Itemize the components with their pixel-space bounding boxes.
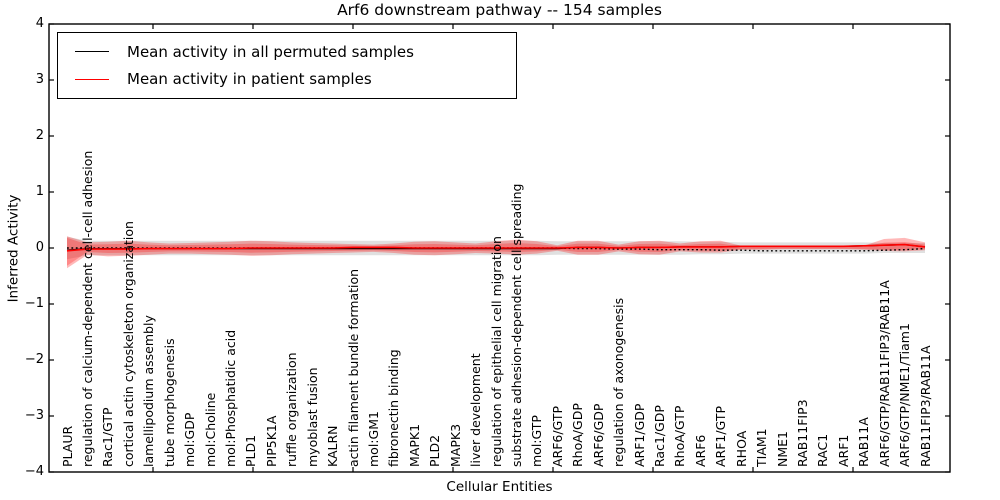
x-tick-label: regulation of axonogenesis <box>611 297 627 467</box>
x-tick-label: liver development <box>468 353 484 467</box>
x-tick-label: ARF1/GTP <box>713 405 729 467</box>
x-tick-label: PLAUR <box>59 425 75 467</box>
y-tick-label: −2 <box>24 352 44 367</box>
legend-item-patient: Mean activity in patient samples <box>75 70 516 88</box>
x-tick-label: ARF1 <box>835 434 851 467</box>
chart-title: Arf6 downstream pathway -- 154 samples <box>337 1 662 19</box>
x-tick-label: mol:GDP <box>182 412 198 467</box>
x-tick-label: KALRN <box>325 425 341 467</box>
x-tick-label: myoblast fusion <box>304 367 320 467</box>
x-tick-label: RHOA <box>733 430 749 467</box>
x-tick-label: ARF6/GTP <box>549 405 565 467</box>
x-tick-label: ARF6 <box>692 434 708 467</box>
x-tick-label: RAC1 <box>815 433 831 467</box>
x-tick-label: ARF6/GTP/RAB11FIP3/RAB11A <box>876 280 892 467</box>
x-tick-label: ARF6/GDP <box>590 403 606 467</box>
x-tick-label: mol:GTP <box>529 415 545 467</box>
x-tick-label: ARF6/GTP/NME1/Tiam1 <box>897 323 913 467</box>
x-tick-label: PLD2 <box>427 434 443 467</box>
x-tick-label: actin filament bundle formation <box>345 268 361 467</box>
x-tick-label: mol:GM1 <box>365 411 381 467</box>
y-tick-label: 1 <box>35 184 44 199</box>
x-tick-label: tube morphogenesis <box>161 338 177 467</box>
x-tick-label: RhoA/GTP <box>672 405 688 467</box>
axes-frame <box>48 23 951 473</box>
y-tick-label: −1 <box>24 296 44 311</box>
x-tick-label: cortical actin cytoskeleton organization <box>120 221 136 467</box>
y-tick-label: −4 <box>24 464 44 479</box>
legend: Mean activity in all permuted samples Me… <box>57 32 517 99</box>
y-tick-label: 4 <box>35 16 44 31</box>
x-tick-label: lamellipodium assembly <box>141 315 157 467</box>
y-tick-label: −3 <box>24 408 44 423</box>
x-tick-label: mol:Choline <box>202 392 218 467</box>
patient-band-outer <box>67 236 925 269</box>
x-tick-label: fibronectin binding <box>386 349 402 467</box>
permuted-line-swatch-icon <box>75 51 109 53</box>
x-tick-label: regulation of epithelial cell migration <box>488 236 504 467</box>
x-tick-label: RAB11FIP3 <box>794 399 810 467</box>
patient-line-swatch-icon <box>75 78 109 80</box>
x-tick-label: TIAM1 <box>754 428 770 467</box>
legend-item-permuted: Mean activity in all permuted samples <box>75 43 516 61</box>
patient-band-inner <box>67 237 925 266</box>
x-tick-label: mol:Phosphatidic acid <box>222 329 238 467</box>
x-tick-label: RAB11A <box>856 417 872 467</box>
x-tick-label: Rac1/GDP <box>651 405 667 467</box>
x-tick-label: ARF1/GDP <box>631 403 647 467</box>
x-tick-label: substrate adhesion-dependent cell spread… <box>508 183 524 467</box>
y-tick-label: 0 <box>35 240 44 255</box>
patient-mean-line <box>66 243 926 252</box>
x-tick-label: regulation of calcium-dependent cell-cel… <box>79 150 95 467</box>
legend-label-patient: Mean activity in patient samples <box>127 70 372 89</box>
x-tick-label: RAB11FIP3/RAB11A <box>917 345 933 467</box>
x-tick-label: RhoA/GDP <box>570 403 586 467</box>
x-axis-label: Cellular Entities <box>446 479 553 495</box>
x-tick-label: PLD1 <box>243 434 259 467</box>
x-tick-label: MAPK3 <box>447 423 463 467</box>
y-tick-label: 2 <box>35 128 44 143</box>
x-tick-label: PIP5K1A <box>263 415 279 467</box>
x-tick-label: Rac1/GTP <box>100 407 116 467</box>
x-tick-label: NME1 <box>774 431 790 467</box>
x-tick-label: MAPK1 <box>406 423 422 467</box>
y-tick-label: 3 <box>35 72 44 87</box>
x-tick-label: ruffle organization <box>284 352 300 467</box>
legend-label-permuted: Mean activity in all permuted samples <box>127 42 414 61</box>
